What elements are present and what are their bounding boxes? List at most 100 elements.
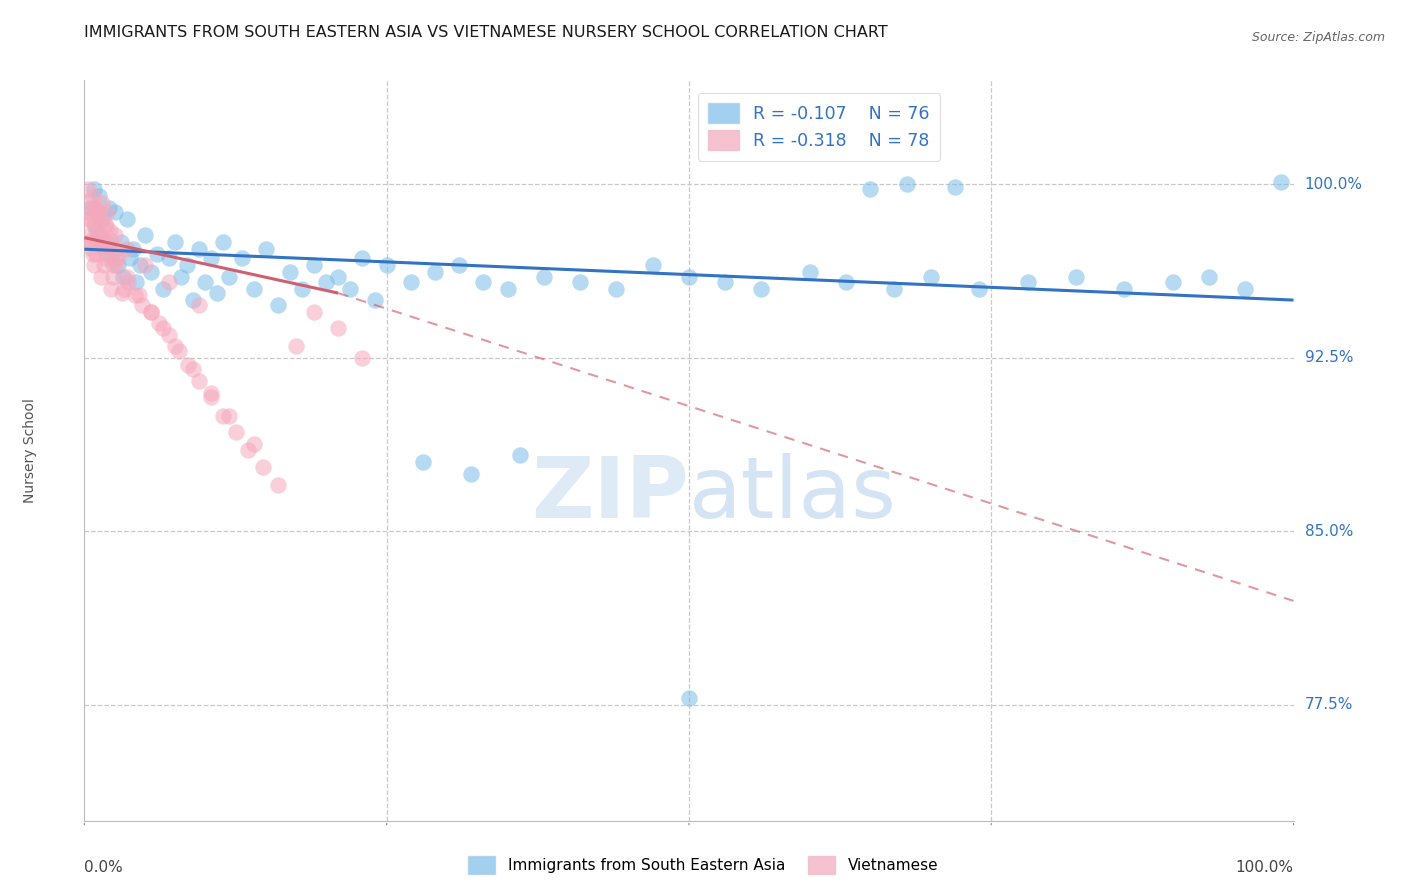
Point [188,298,211,312]
Point [112,281,135,295]
Point [86,247,108,261]
Point [83,259,105,273]
Point [509,448,531,462]
Point [218,269,240,284]
Point [111,286,134,301]
Point [104,205,127,219]
Point [328,321,350,335]
Point [94,247,117,261]
Point [188,374,211,388]
Point [641,259,664,273]
Point [302,304,325,318]
Point [87,205,110,219]
Point [1234,281,1257,295]
Point [605,281,627,295]
Legend: R = -0.107    N = 76, R = -0.318    N = 78: R = -0.107 N = 76, R = -0.318 N = 78 [697,93,941,161]
Point [194,275,217,289]
Point [472,275,495,289]
Point [225,425,247,439]
Point [121,242,143,256]
Point [91,240,114,254]
Point [1161,275,1184,289]
Point [115,269,138,284]
Point [91,195,114,210]
Point [152,321,174,335]
Point [177,358,200,372]
Point [87,189,110,203]
Point [117,275,139,289]
Point [212,409,235,423]
Point [496,281,519,295]
Point [77,228,100,243]
Point [967,281,990,295]
Text: IMMIGRANTS FROM SOUTH EASTERN ASIA VS VIETNAMESE NURSERY SCHOOL CORRELATION CHAR: IMMIGRANTS FROM SOUTH EASTERN ASIA VS VI… [84,25,889,39]
Point [89,228,111,243]
Point [93,259,115,273]
Point [835,275,858,289]
Point [200,390,222,404]
Point [77,182,100,196]
Point [363,293,385,307]
Text: 100.0%: 100.0% [1305,177,1362,192]
Point [167,343,190,358]
Text: 77.5%: 77.5% [1305,698,1353,713]
Point [170,269,193,284]
Point [107,259,129,273]
Point [714,275,737,289]
Point [242,281,264,295]
Point [200,385,222,400]
Point [267,478,290,492]
Point [91,235,114,250]
Point [883,281,905,295]
Point [218,409,240,423]
Point [84,219,107,233]
Point [242,436,264,450]
Point [134,259,156,273]
Point [200,252,222,266]
Point [82,189,104,203]
Point [181,293,204,307]
Point [129,259,152,273]
Point [165,339,187,353]
Point [412,455,434,469]
Point [328,269,350,284]
Point [79,201,101,215]
Point [460,467,482,481]
Point [82,247,104,261]
Point [254,242,277,256]
Point [76,212,98,227]
Point [79,194,101,208]
Point [120,252,142,266]
Text: Source: ZipAtlas.com: Source: ZipAtlas.com [1251,31,1385,45]
Point [98,233,121,247]
Point [83,217,105,231]
Point [920,269,942,284]
Text: 85.0%: 85.0% [1305,524,1353,539]
Point [252,459,274,474]
Point [100,281,122,295]
Point [751,281,773,295]
Point [399,275,422,289]
Point [352,351,374,365]
Point [799,265,821,279]
Point [124,288,146,302]
Point [896,178,918,192]
Point [678,269,700,284]
Point [352,252,374,266]
Point [157,252,180,266]
Point [103,259,125,273]
Text: Nursery School: Nursery School [22,398,37,503]
Point [1270,175,1292,189]
Point [91,212,114,227]
Text: ZIP: ZIP [531,453,689,536]
Point [678,691,700,706]
Point [278,265,301,279]
Point [139,304,162,318]
Point [105,242,128,256]
Point [188,242,211,256]
Point [98,224,121,238]
Point [569,275,592,289]
Point [339,281,361,295]
Point [449,259,471,273]
Point [77,205,100,219]
